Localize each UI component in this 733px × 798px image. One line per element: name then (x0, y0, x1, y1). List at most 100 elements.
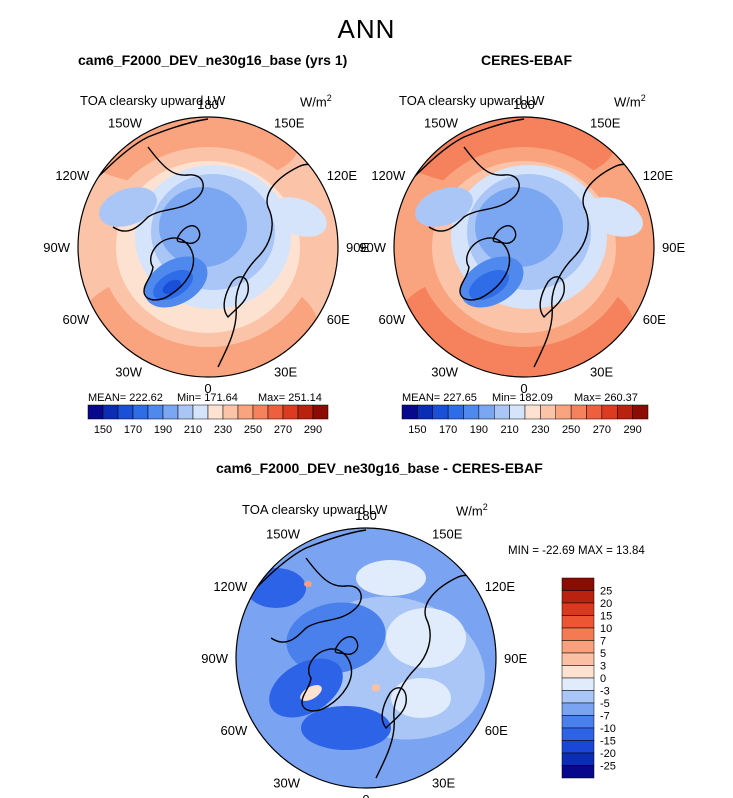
lon-label-e150: 150E (432, 526, 463, 541)
lon-label-w30: 30W (431, 365, 458, 380)
lon-label-w150: 150W (424, 115, 459, 130)
diff-near-zero-3 (356, 560, 426, 596)
model-colorbar-swatch (222, 404, 239, 420)
diff-colorbar-swatch (561, 615, 595, 629)
diff-minmax: MIN = -22.69 MAX = 13.84 (508, 545, 645, 557)
canada-patch (415, 187, 473, 227)
model-colorbar-swatch (87, 404, 104, 420)
model-colorbar-tick-label: 270 (274, 424, 292, 436)
lon-label-w90: 90W (201, 651, 228, 666)
obs-colorbar-swatch (555, 404, 572, 420)
obs-colorbar-swatch (570, 404, 587, 420)
diff-colorbar-swatch (561, 590, 595, 604)
diff-colorbar-tick-label: 25 (600, 586, 612, 598)
coastline-2 (112, 146, 204, 232)
obs-colorbar-swatch (401, 404, 418, 420)
coastline-3 (381, 687, 407, 730)
coastline-4 (176, 225, 201, 244)
lon-label-w30: 30W (273, 776, 300, 791)
lon-label-e150: 150E (590, 115, 621, 130)
lon-label-zero: 0 (204, 381, 211, 396)
diff-colorbar-tick-label: -25 (600, 761, 616, 773)
obs-max: Max= 260.37 (574, 392, 638, 404)
diff-colorbar-tick-label: 10 (600, 623, 612, 635)
obs-colorbar-swatch (524, 404, 541, 420)
temp-ring-5 (159, 187, 247, 267)
diff-colorbar-tick-label: 5 (600, 648, 606, 660)
obs-colorbar-swatch (478, 404, 495, 420)
coastline-1 (533, 163, 654, 368)
figure-title: ANN (337, 14, 396, 44)
siberia-patch (269, 197, 327, 237)
model-min: Min= 171.64 (177, 392, 238, 404)
obs-colorbar-tick-label: 290 (623, 424, 641, 436)
lon-label-e120: 120E (485, 579, 516, 594)
model-colorbar-tick-label: 150 (94, 424, 112, 436)
coastline-2 (428, 146, 520, 232)
lon-label-w150: 150W (108, 115, 143, 130)
obs-colorbar-tick-label: 190 (470, 424, 488, 436)
obs-colorbar-swatch (586, 404, 603, 420)
diff-near-zero-1 (386, 608, 466, 668)
diff-colorbar-swatch (561, 740, 595, 754)
lon-label-w120: 120W (371, 168, 406, 183)
map-boundary-circle (77, 116, 339, 378)
lon-label-n180: 180 (197, 97, 219, 112)
coastline-0 (301, 648, 353, 712)
temp-ring-5 (475, 187, 563, 267)
diff-colorbar-tick-label: 0 (600, 673, 606, 685)
model-colorbar-swatch (252, 404, 269, 420)
obs-min: Min= 182.09 (492, 392, 553, 404)
obs-polar-map: 180 150E 120E 90E 60E 30E 0 30W 60W 90W 120W 150W (359, 97, 685, 396)
diff-colorbar-swatch (561, 765, 595, 779)
lon-label-w150: 150W (266, 526, 301, 541)
lon-label-zero: 0 (520, 381, 527, 396)
model-colorbar-tick-label: 190 (154, 424, 172, 436)
obs-colorbar-tick-label: 270 (593, 424, 611, 436)
obs-colorbar-swatch (432, 404, 449, 420)
obs-colorbar-swatch (617, 404, 633, 420)
lon-label-e90: 90E (504, 651, 527, 666)
model-units-label: W/m2 (300, 93, 332, 110)
lon-label-w90: 90W (359, 240, 386, 255)
obs-colorbar-swatch (447, 404, 464, 420)
diff-mid-negative (286, 602, 386, 674)
lon-label-n180: 180 (355, 508, 377, 523)
lon-label-w60: 60W (379, 312, 406, 327)
diff-colorbar-swatch (561, 715, 595, 729)
lon-label-e30: 30E (274, 365, 297, 380)
diff-colorbar-tick-label: 20 (600, 598, 612, 610)
coastline-4 (492, 225, 517, 244)
coastline-5 (87, 118, 209, 188)
diff-near-zero-2 (391, 678, 451, 718)
obs-colorbar-tick-label: 150 (408, 424, 426, 436)
lon-label-e30: 30E (590, 365, 613, 380)
model-colorbar-tick-label: 250 (244, 424, 262, 436)
diff-colorbar-swatch (561, 752, 595, 766)
coastline-0 (459, 237, 511, 301)
obs-colorbar-swatch (632, 404, 649, 420)
diff-colorbar-tick-label: 3 (600, 661, 606, 673)
diff-positive-spot-3 (304, 581, 312, 587)
lon-label-e60: 60E (327, 312, 350, 327)
diff-colorbar-swatch (561, 577, 595, 591)
lon-label-w90: 90W (43, 240, 70, 255)
model-colorbar-swatch (237, 404, 254, 420)
lon-label-e60: 60E (643, 312, 666, 327)
diff-colorbar-tick-label: -15 (600, 736, 616, 748)
diff-colorbar-tick-label: 15 (600, 611, 612, 623)
obs-mean: MEAN= 227.65 (402, 392, 477, 404)
obs-colorbar-swatch (540, 404, 556, 420)
model-colorbar-swatch (117, 404, 134, 420)
model-variable-label: TOA clearsky upward LW (80, 93, 226, 108)
obs-units-label: W/m2 (614, 93, 646, 110)
lon-label-w30: 30W (115, 365, 142, 380)
diff-colorbar-swatch (561, 627, 595, 641)
model-colorbar-swatch (177, 404, 194, 420)
map-boundary-circle (393, 116, 655, 378)
diff-positive-spot-2 (372, 684, 380, 692)
diff-units-label: W/m2 (456, 502, 488, 519)
model-colorbar-tick-label: 210 (184, 424, 202, 436)
coastline-4 (334, 636, 359, 655)
